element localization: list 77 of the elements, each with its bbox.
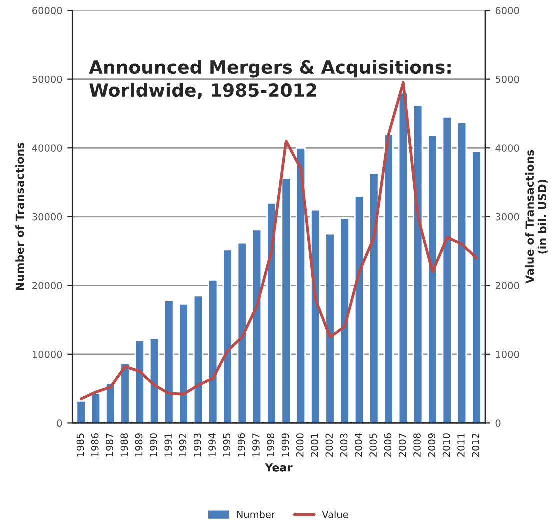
bar bbox=[178, 304, 189, 424]
x-tick-label: 2006 bbox=[384, 434, 392, 457]
x-tick-label: 1994 bbox=[208, 433, 216, 457]
x-tick-label: 1986 bbox=[91, 434, 99, 457]
legend-label: Value bbox=[322, 510, 348, 518]
y2-axis-title: Value of Transactions (in bil. USD) bbox=[525, 150, 548, 284]
bar bbox=[281, 178, 292, 424]
y2-tick-label: 6000 bbox=[496, 7, 520, 14]
bar bbox=[149, 338, 160, 424]
bar bbox=[384, 134, 394, 424]
bar bbox=[428, 135, 438, 424]
x-tick-label: 2009 bbox=[428, 434, 436, 457]
y-tick-label: 50000 bbox=[32, 76, 62, 84]
bar bbox=[266, 202, 277, 424]
x-tick-label: 1990 bbox=[150, 434, 158, 457]
bar bbox=[252, 229, 262, 424]
x-tick-label: 2003 bbox=[340, 434, 348, 457]
y2-tick-label: 5000 bbox=[496, 76, 520, 84]
bar bbox=[106, 382, 116, 424]
x-tick-label: 1985 bbox=[76, 434, 84, 457]
x-tick-label: 1995 bbox=[223, 434, 231, 457]
x-tick-label: 1991 bbox=[164, 434, 172, 457]
x-tick-label: 2007 bbox=[398, 434, 406, 457]
bar bbox=[193, 295, 204, 424]
x-tick-label: 2008 bbox=[414, 434, 421, 457]
x-tick-label: 2002 bbox=[326, 434, 334, 457]
y-tick-label: 0 bbox=[57, 420, 62, 428]
bar bbox=[90, 392, 102, 424]
bar bbox=[208, 279, 218, 424]
bar bbox=[310, 209, 321, 424]
bar bbox=[369, 172, 380, 424]
y2-tick-label: 1000 bbox=[496, 350, 520, 358]
line-series bbox=[80, 81, 478, 401]
bar bbox=[398, 92, 409, 424]
bar bbox=[354, 196, 365, 424]
x-tick-label: 1988 bbox=[120, 434, 128, 457]
y2-tick-label: 4000 bbox=[496, 144, 520, 152]
x-tick-label: 1992 bbox=[179, 434, 187, 457]
bar bbox=[325, 233, 336, 424]
bar bbox=[456, 122, 468, 424]
x-axis-title: Year bbox=[265, 464, 293, 472]
y-tick-label: 30000 bbox=[32, 213, 62, 221]
x-tick-label: 1996 bbox=[238, 434, 246, 457]
bar bbox=[237, 242, 248, 424]
text: Announced Mergers & Acquisitions: Worldwide, 1985-2012 bbox=[89, 60, 451, 100]
x-tick-label: 1997 bbox=[252, 434, 260, 457]
bar bbox=[134, 340, 145, 424]
x-tick-label: 1999 bbox=[282, 434, 290, 457]
bar bbox=[472, 150, 482, 424]
x-tick-label: 1998 bbox=[267, 434, 274, 457]
x-tick-label: 2001 bbox=[311, 434, 318, 457]
x-tick-label: 1993 bbox=[194, 434, 202, 457]
x-tick-label: 2004 bbox=[355, 433, 362, 457]
bar bbox=[164, 300, 174, 424]
y-tick-label: 60000 bbox=[32, 7, 62, 14]
x-tick-label: 2000 bbox=[296, 434, 304, 457]
bar bbox=[340, 218, 350, 424]
y2-tick-label: 2000 bbox=[496, 282, 520, 290]
bar bbox=[120, 362, 130, 424]
y-tick-label: 20000 bbox=[32, 282, 62, 290]
bar bbox=[296, 147, 306, 424]
y2-tick-label: 3000 bbox=[496, 213, 520, 221]
bar bbox=[413, 104, 424, 424]
x-tick-label: 2012 bbox=[472, 434, 480, 457]
x-tick-label: 2010 bbox=[442, 434, 450, 457]
bar bbox=[76, 400, 86, 424]
y-tick-label: 40000 bbox=[32, 144, 62, 152]
bar bbox=[442, 116, 452, 424]
x-tick-label: 1989 bbox=[135, 434, 143, 457]
bar bbox=[222, 249, 233, 424]
x-tick-label: 2011 bbox=[458, 434, 465, 457]
x-tick-label: 1987 bbox=[106, 434, 114, 457]
x-tick-label: 2005 bbox=[370, 434, 377, 457]
y2-tick-label: 0 bbox=[496, 420, 501, 428]
y-axis-title: Number of Transactions bbox=[16, 142, 24, 290]
legend-label: Number bbox=[237, 510, 276, 518]
y-tick-label: 10000 bbox=[32, 350, 62, 358]
